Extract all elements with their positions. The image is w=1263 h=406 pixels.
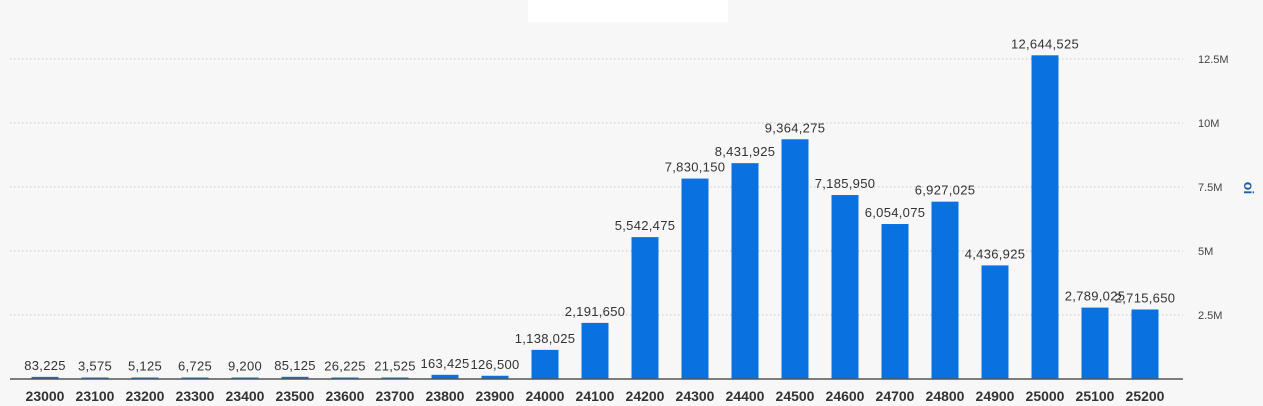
bar	[681, 178, 709, 379]
data-label: 6,927,025	[915, 183, 976, 198]
data-label: 8,431,925	[715, 144, 776, 159]
bar	[831, 195, 859, 379]
bar	[281, 376, 309, 379]
data-label: 7,185,950	[815, 176, 876, 191]
data-label: 5,125	[128, 359, 162, 374]
x-tick-label: 23700	[376, 388, 415, 404]
x-tick-label: 24800	[926, 388, 965, 404]
data-label: 163,425	[420, 356, 469, 371]
y-tick-label: 15M	[1198, 0, 1219, 2]
data-label: 9,200	[228, 359, 262, 374]
x-tick-label: 24100	[576, 388, 615, 404]
y-axis-label: oi	[1241, 182, 1257, 194]
bar	[1031, 55, 1059, 379]
x-tick-label: 23400	[226, 388, 265, 404]
bar	[731, 163, 759, 379]
y-tick-label: 2.5M	[1198, 310, 1222, 322]
x-tick-label: 23000	[26, 388, 65, 404]
x-tick-label: 23900	[476, 388, 515, 404]
x-tick-label: 24600	[826, 388, 865, 404]
data-label: 1,138,025	[515, 331, 576, 346]
data-label: 83,225	[24, 358, 66, 373]
x-tick-label: 23300	[176, 388, 215, 404]
x-tick-label: 23100	[76, 388, 115, 404]
data-label: 2,789,025	[1065, 289, 1126, 304]
x-tick-labels: 23000 23100 23200 23300 23400 23500 23600 23700…	[26, 388, 1165, 404]
bar	[1131, 309, 1159, 379]
x-tick-label: 24300	[676, 388, 715, 404]
bar	[31, 376, 59, 379]
bar	[431, 374, 459, 379]
x-tick-label: 24400	[726, 388, 765, 404]
x-tick-label: 23500	[276, 388, 315, 404]
bar	[881, 224, 909, 379]
bar	[481, 375, 509, 379]
top-panel	[528, 0, 728, 22]
x-tick-label: 24700	[876, 388, 915, 404]
data-label: 12,644,525	[1011, 36, 1079, 51]
y-tick-label: 10M	[1198, 118, 1219, 130]
x-tick-label: 24200	[626, 388, 665, 404]
x-tick-label: 23200	[126, 388, 165, 404]
x-tick-label: 23600	[326, 388, 365, 404]
x-tick-label: 23800	[426, 388, 465, 404]
x-tick-label: 24900	[976, 388, 1015, 404]
bar	[781, 139, 809, 379]
bar	[1081, 307, 1109, 379]
data-label: 9,364,275	[765, 120, 826, 135]
x-tick-label: 24000	[526, 388, 565, 404]
data-label: 5,542,475	[615, 218, 676, 233]
data-label: 3,575	[78, 359, 112, 374]
data-label: 7,830,150	[665, 160, 726, 175]
data-label: 2,715,650	[1115, 290, 1176, 305]
y-tick-label: 12.5M	[1198, 54, 1229, 66]
data-label: 2,191,650	[565, 304, 626, 319]
bars	[31, 55, 1159, 379]
data-label: 26,225	[324, 359, 366, 374]
x-tick-label: 25200	[1126, 388, 1165, 404]
bar	[981, 265, 1009, 379]
data-labels: 83,225 3,575 5,125 6,725 9,200 85,125 26,225 21…	[24, 36, 1175, 373]
data-label: 4,436,925	[965, 246, 1026, 261]
data-label: 6,054,075	[865, 205, 926, 220]
data-label: 85,125	[274, 358, 316, 373]
data-label: 126,500	[470, 357, 519, 372]
bar	[581, 322, 609, 379]
x-tick-label: 25100	[1076, 388, 1115, 404]
bar	[931, 201, 959, 379]
bar	[631, 237, 659, 379]
y-tick-label: 5M	[1198, 246, 1213, 258]
x-tick-label: 25000	[1026, 388, 1065, 404]
y-tick-labels: 2.5M 5M 7.5M 10M 12.5M 15M	[1198, 0, 1229, 322]
x-tick-label: 24500	[776, 388, 815, 404]
data-label: 21,525	[374, 359, 416, 374]
bar	[531, 349, 559, 379]
data-label: 6,725	[178, 359, 212, 374]
y-tick-label: 7.5M	[1198, 182, 1222, 194]
